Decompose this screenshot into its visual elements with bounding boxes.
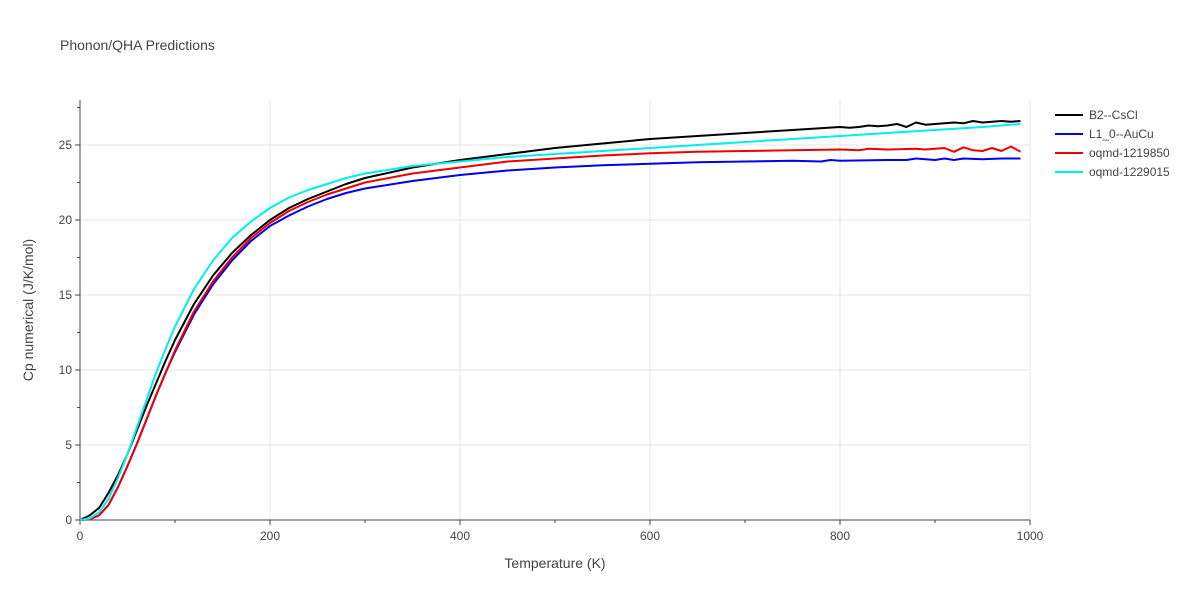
legend-label-oqmd-1229015: oqmd-1229015 [1089,165,1170,179]
x-tick-label: 1000 [1017,529,1044,543]
axes [75,100,1031,525]
legend-label-l1-0-aucu: L1_0--AuCu [1089,127,1154,141]
y-tick-label: 20 [59,213,73,227]
series-line-b2-cscl [79,120,1021,521]
series-line-oqmd-1229015 [79,123,1021,521]
x-tick-label: 0 [77,529,84,543]
y-tick-label: 0 [65,513,72,527]
y-tick-label: 25 [59,138,73,152]
y-tick-labels: 0 5 10 15 20 25 [59,138,73,527]
plot-area [79,120,1021,521]
series-line-oqmd-1219850 [79,145,1021,521]
y-tick-label: 15 [59,288,73,302]
y-axis-title: Cp numerical (J/K/mol) [20,239,36,381]
grid [80,100,1031,520]
legend: B2--CsCl L1_0--AuCu oqmd-1219850 oqmd-12290… [1055,108,1170,179]
x-tick-label: 800 [830,529,850,543]
series-line-l1-0-aucu [79,157,1021,521]
legend-label-b2-cscl: B2--CsCl [1089,108,1138,122]
chart-title: Phonon/QHA Predictions [60,37,215,53]
x-axis-title: Temperature (K) [504,555,605,571]
y-tick-label: 5 [65,438,72,452]
x-tick-labels: 0 200 400 600 800 1000 [77,529,1044,543]
x-tick-label: 200 [260,529,280,543]
y-tick-label: 10 [59,363,73,377]
x-tick-label: 600 [640,529,660,543]
legend-label-oqmd-1219850: oqmd-1219850 [1089,146,1170,160]
x-tick-label: 400 [450,529,470,543]
